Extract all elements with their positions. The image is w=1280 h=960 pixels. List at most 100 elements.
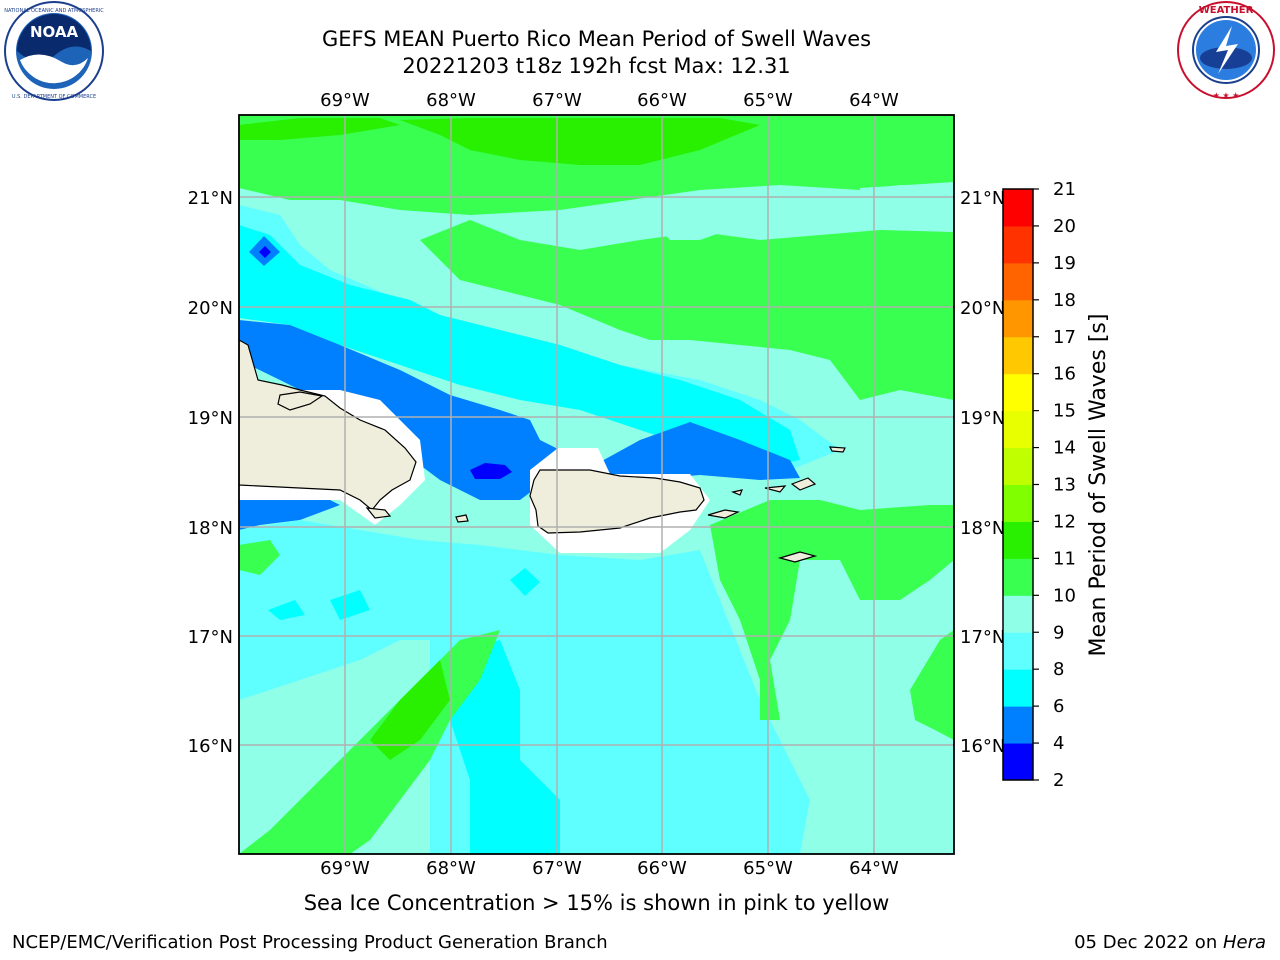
chart-subtitle: 20221203 t18z 192h fcst Max: 12.31 (402, 54, 791, 78)
lon-label-bottom: 67°W (532, 858, 582, 879)
noaa-logo: NOAA NATIONAL OCEANIC AND ATMOSPHERIC U.… (4, 1, 104, 101)
field-10-11-farsoutheast (910, 630, 954, 740)
land-tortola (790, 477, 817, 491)
colorbar-segment (1003, 336, 1033, 375)
field-11-12-north (400, 118, 760, 165)
colorbar-segment (1003, 447, 1033, 485)
lat-label-left: 19°N (188, 408, 233, 429)
field-11-12-northwest (239, 118, 400, 140)
sea-ice-caption: Sea Ice Concentration > 15% is shown in … (303, 891, 890, 915)
colorbar-segment (1003, 484, 1033, 522)
lat-label-left: 18°N (188, 518, 233, 539)
field-6-8 (239, 225, 800, 470)
field-6-8-south1 (450, 640, 560, 854)
colorbar-tick-label: 11 (1053, 548, 1076, 569)
lat-label-right: 21°N (960, 188, 1005, 209)
colorbar-segment (1003, 595, 1033, 633)
colorbar-tick-label: 9 (1053, 622, 1064, 643)
field-2-4-spot1 (259, 246, 271, 258)
colorbar-segment (1003, 373, 1033, 412)
colorbar-segment (1003, 706, 1033, 744)
lat-label-right: 20°N (960, 298, 1005, 319)
lon-label-top: 65°W (743, 90, 793, 111)
colorbar-segment (1003, 743, 1033, 781)
lat-label-left: 20°N (188, 298, 233, 319)
nws-logo: WEATHER ★ ★ ★ (1177, 1, 1275, 100)
colorbar-tick-label: 17 (1053, 327, 1076, 348)
svg-text:U.S. DEPARTMENT OF COMMERCE: U.S. DEPARTMENT OF COMMERCE (12, 94, 96, 100)
lat-label-right: 17°N (960, 627, 1005, 648)
colorbar-tick-label: 20 (1053, 216, 1076, 237)
map-frame (238, 114, 955, 855)
land-tortuga (277, 391, 324, 411)
colorbar-tick-label: 6 (1053, 696, 1064, 717)
land-anegada (828, 446, 846, 453)
colorbar-segment (1003, 299, 1033, 338)
colorbar-tick-label: 14 (1053, 438, 1076, 459)
colorbar-segment (1003, 262, 1033, 301)
lon-label-bottom: 68°W (426, 858, 476, 879)
colorbar-tick-label: 21 (1053, 179, 1076, 200)
colorbar-tick-label: 4 (1053, 733, 1064, 754)
lat-label-right: 18°N (960, 518, 1005, 539)
lat-label-left: 16°N (188, 736, 233, 757)
land-puerto-rico (529, 469, 705, 534)
lon-label-bottom: 66°W (637, 858, 687, 879)
colorbar-label: Mean Period of Swell Waves [s] (1086, 314, 1111, 657)
colorbar-segment (1003, 632, 1033, 670)
colorbar-segment (1003, 225, 1033, 264)
footer-date: 05 Dec 2022 on Hera (1074, 932, 1266, 953)
field-10-11-northeast (420, 220, 954, 400)
lat-label-left: 17°N (188, 627, 233, 648)
lon-label-top: 66°W (637, 90, 687, 111)
colorbar-segment (1003, 410, 1033, 449)
colorbar-tick-label: 2 (1053, 770, 1064, 791)
colorbar-segment (1003, 189, 1033, 227)
lon-label-top: 69°W (320, 90, 370, 111)
colorbar-segment (1003, 521, 1033, 559)
field-9-10-patch2 (860, 182, 954, 232)
colorbar-tick-label: 8 (1053, 659, 1064, 680)
footer-credit: NCEP/EMC/Verification Post Processing Pr… (12, 932, 608, 953)
field-10-11-west (239, 540, 280, 575)
footer-date-text: 05 Dec 2022 on (1074, 932, 1223, 953)
svg-text:NOAA: NOAA (30, 23, 79, 41)
colorbar: 2 4 6 8 9 10 11 12 13 14 15 16 17 18 19 20 21 (1002, 179, 1076, 791)
svg-text:★ ★ ★: ★ ★ ★ (1213, 91, 1240, 100)
colorbar-tick-label: 16 (1053, 364, 1076, 385)
map-graticule (239, 115, 954, 854)
land-culebra (731, 489, 743, 496)
footer-host: Hera (1222, 932, 1266, 953)
field-6-8-south4 (510, 568, 540, 596)
colorbar-tick-label: 15 (1053, 401, 1076, 422)
lat-label-right: 16°N (960, 736, 1005, 757)
land-st-thomas (764, 485, 787, 493)
land-gonave (365, 507, 392, 519)
lon-label-top: 68°W (426, 90, 476, 111)
field-9-10-patch (660, 210, 728, 240)
colorbar-tick-label: 18 (1053, 290, 1076, 311)
lat-label-left: 21°N (188, 188, 233, 209)
field-6-8-south2 (330, 590, 370, 620)
colorbar-segment (1003, 669, 1033, 707)
land-st-croix (777, 551, 818, 563)
lon-label-bottom: 69°W (320, 858, 370, 879)
land-hispaniola (239, 339, 417, 511)
field-4-6 (239, 320, 800, 500)
lon-label-top: 64°W (849, 90, 899, 111)
lat-label-right: 19°N (960, 408, 1005, 429)
svg-text:NATIONAL OCEANIC AND ATMOSPHER: NATIONAL OCEANIC AND ATMOSPHERIC (4, 8, 104, 14)
colorbar-tick-label: 12 (1053, 511, 1076, 532)
land-vieques (707, 509, 741, 519)
field-11-12-southwest (370, 660, 450, 760)
lon-label-bottom: 65°W (743, 858, 793, 879)
colorbar-tick-label: 13 (1053, 475, 1076, 496)
colorbar-segment (1003, 558, 1033, 596)
field-2-4-spot2 (470, 463, 512, 479)
chart-title: GEFS MEAN Puerto Rico Mean Period of Swe… (321, 27, 872, 51)
colorbar-tick-label: 10 (1053, 585, 1076, 606)
lon-label-bottom: 64°W (849, 858, 899, 879)
land-saona (455, 514, 469, 523)
lon-label-top: 67°W (532, 90, 582, 111)
